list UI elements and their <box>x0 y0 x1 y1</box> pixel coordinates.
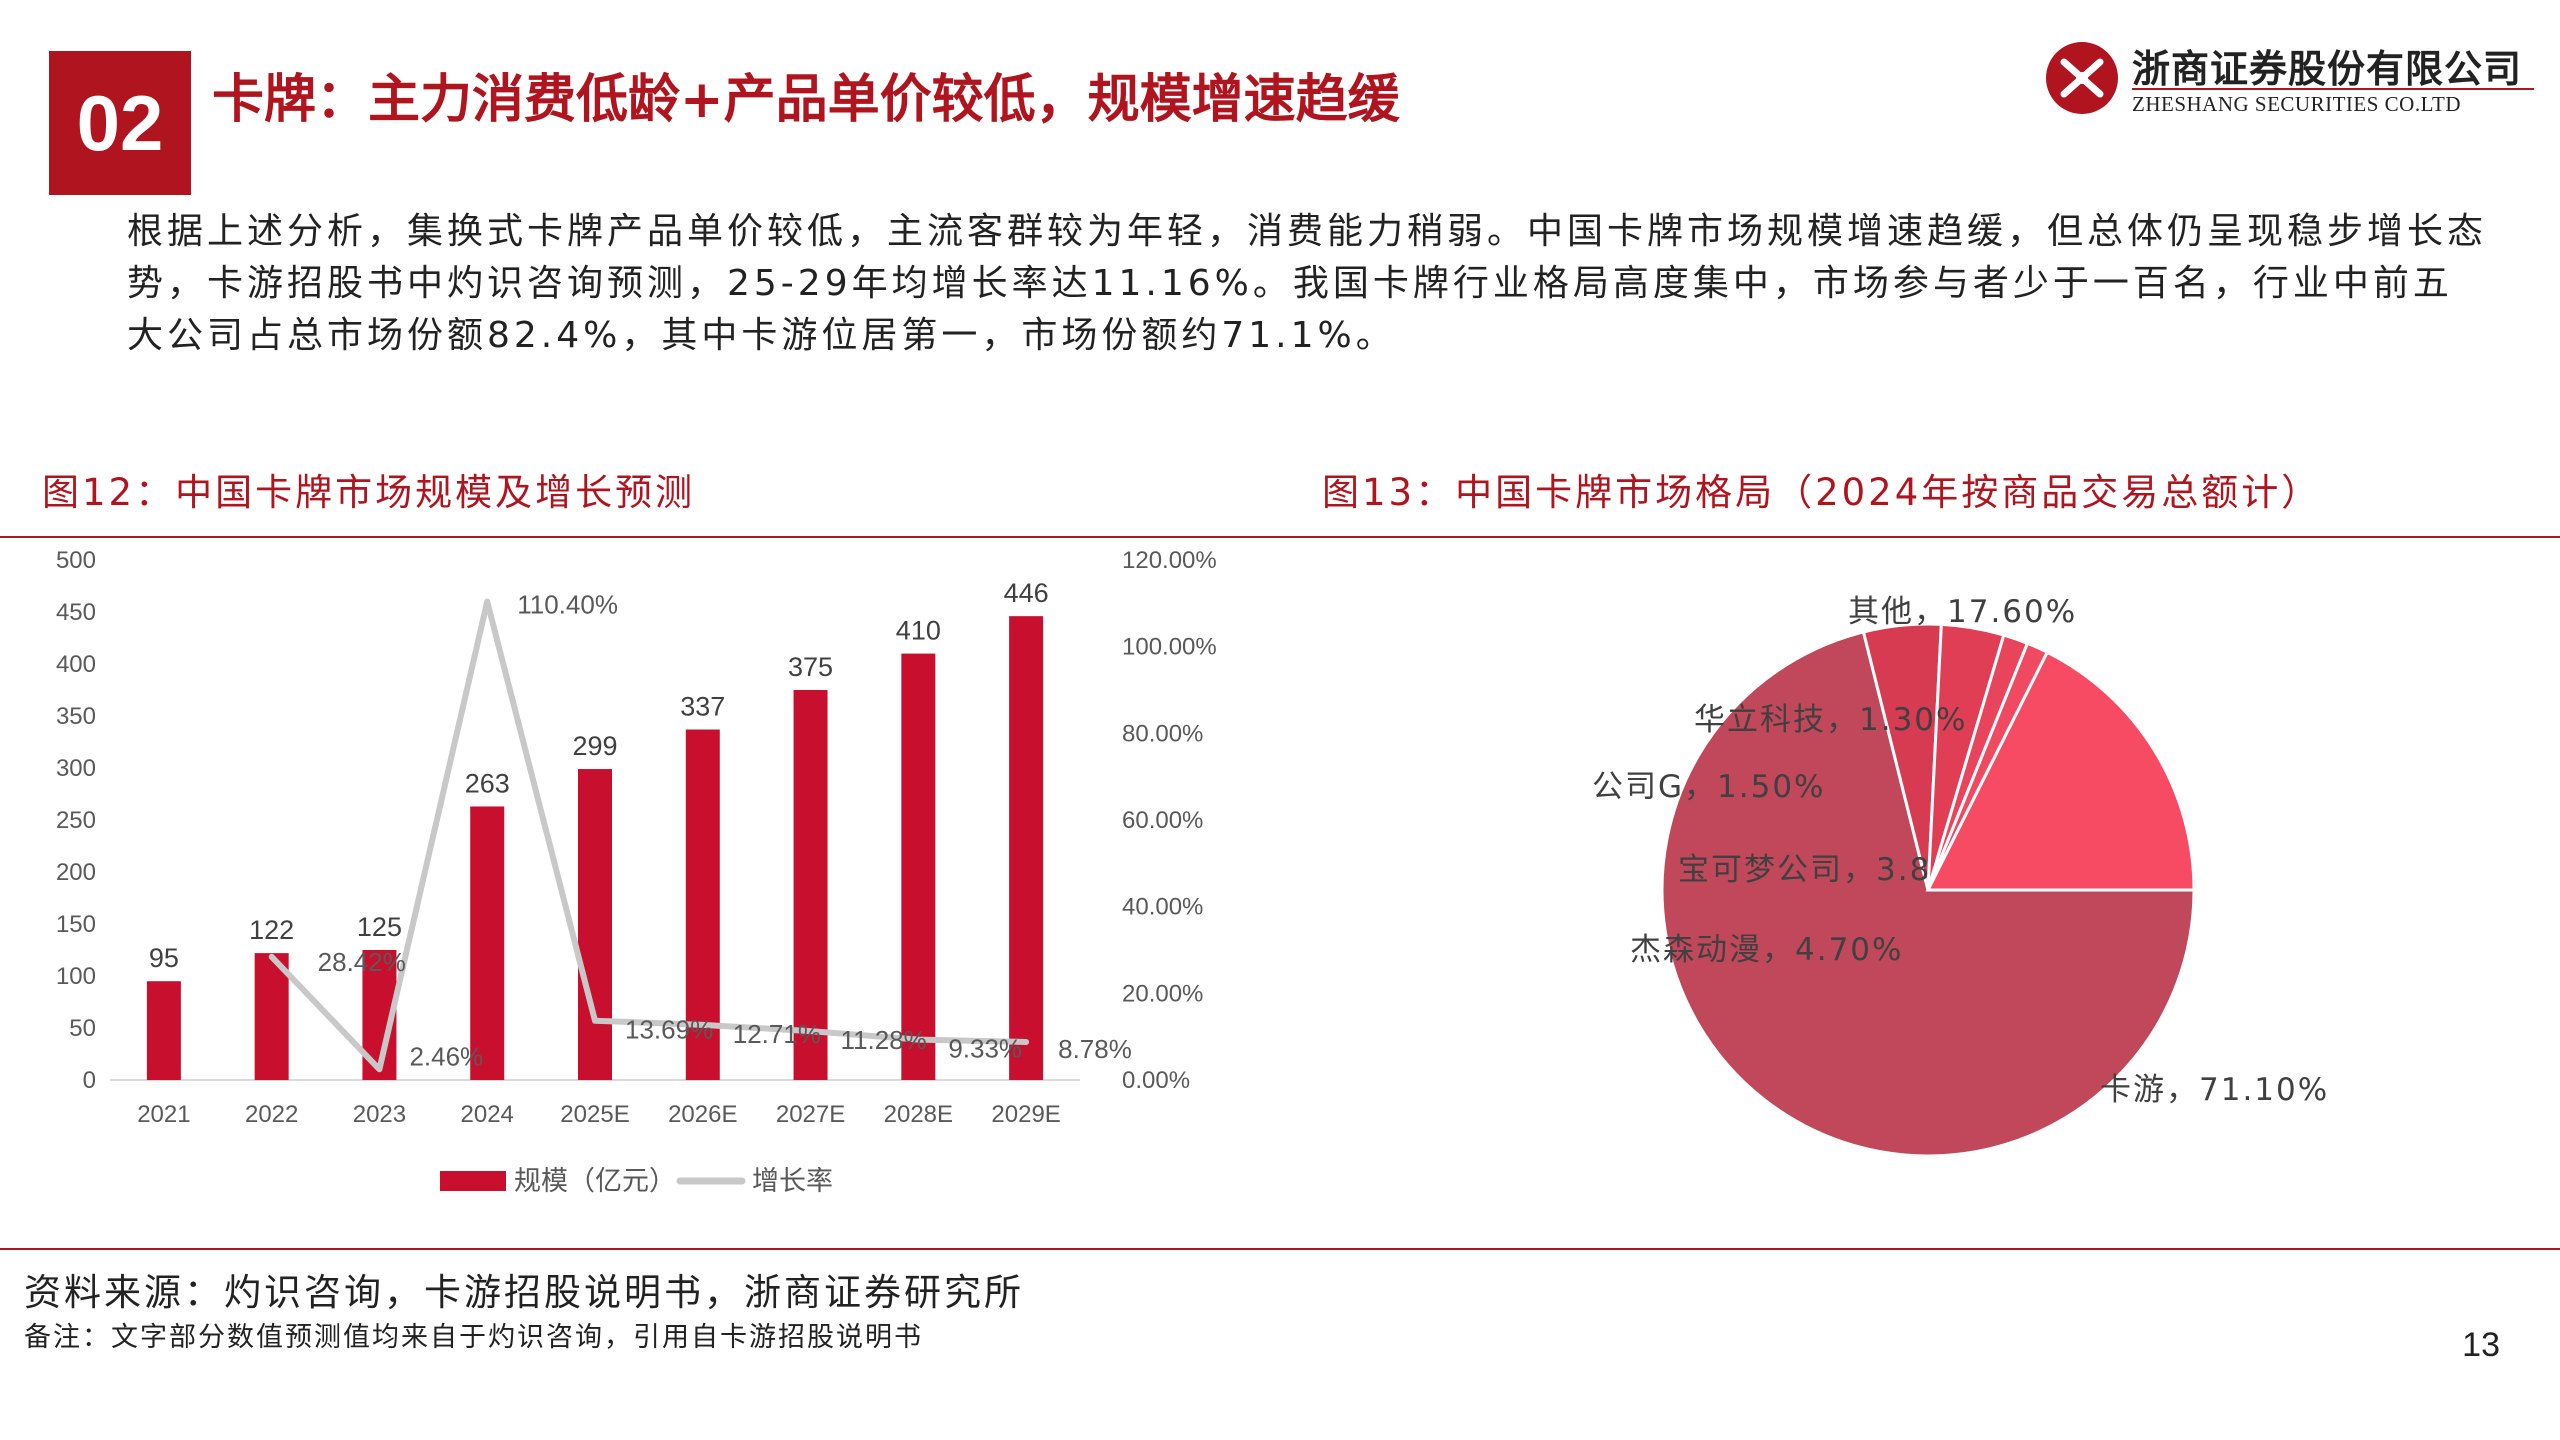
bar-market-size <box>146 981 181 1080</box>
bar-value-label: 299 <box>572 731 617 761</box>
legend-line-label: 增长率 <box>752 1166 833 1197</box>
growth-rate-label: 13.69% <box>625 1015 713 1045</box>
bar-value-label: 410 <box>896 616 941 646</box>
bar-value-label: 263 <box>465 768 510 798</box>
x-tick-label: 2025E <box>560 1101 629 1128</box>
section-number-badge: 02 <box>49 51 191 195</box>
y-right-tick-label: 40.00% <box>1122 894 1203 921</box>
bar-value-label: 125 <box>357 912 402 942</box>
bar-market-size <box>254 953 289 1080</box>
footer-divider <box>0 1248 2560 1250</box>
pie-slice-label: 公司G，1.50% <box>1592 769 1826 805</box>
market-share-pie-chart: 卡游，71.10%杰森动漫，4.70%宝可梦公司，3.80%公司G，1.50%华… <box>1592 594 2329 1158</box>
page-title: 卡牌：主力消费低龄+产品单价较低，规模增速趋缓 <box>212 70 1400 130</box>
growth-rate-label: 28.42% <box>318 947 406 977</box>
x-tick-label: 2021 <box>137 1101 190 1128</box>
y-left-tick-label: 250 <box>56 807 96 834</box>
x-tick-label: 2022 <box>245 1101 298 1128</box>
intro-paragraph: 根据上述分析，集换式卡牌产品单价较低，主流客群较为年轻，消费能力稍弱。中国卡牌市… <box>127 211 2488 356</box>
source-note: 资料来源：灼识咨询，卡游招股说明书，浙商证券研究所 <box>24 1271 1024 1314</box>
page-number: 13 <box>2462 1326 2500 1364</box>
y-left-tick-label: 300 <box>56 755 96 782</box>
logo-underline <box>2132 88 2534 90</box>
bar-market-size <box>470 806 505 1080</box>
legend-bar-label: 规模（亿元） <box>514 1166 676 1197</box>
figure-12-title: 图12：中国卡牌市场规模及增长预测 <box>42 471 696 514</box>
y-left-tick-label: 450 <box>56 599 96 626</box>
x-tick-label: 2024 <box>461 1101 514 1128</box>
y-right-tick-label: 100.00% <box>1122 634 1217 661</box>
bar-market-size <box>793 690 828 1080</box>
bar-market-size <box>901 653 936 1080</box>
bar-value-label: 95 <box>149 943 179 973</box>
legend-bar-swatch <box>440 1171 506 1191</box>
growth-rate-line <box>268 598 1030 1073</box>
y-left-tick-label: 50 <box>69 1015 96 1042</box>
growth-rate-label: 8.78% <box>1058 1034 1132 1064</box>
y-left-tick-label: 350 <box>56 703 96 730</box>
x-tick-label: 2029E <box>991 1101 1060 1128</box>
growth-rate-label: 2.46% <box>409 1041 483 1071</box>
y-left-tick-label: 0 <box>83 1067 96 1094</box>
pie-slice-label: 杰森动漫，4.70% <box>1630 932 1903 968</box>
bar-value-label: 375 <box>788 652 833 682</box>
growth-rate-label: 11.28% <box>841 1025 927 1055</box>
bar-market-size <box>1009 616 1044 1080</box>
pie-slice-label: 华立科技，1.30% <box>1694 702 1967 738</box>
pie-slice-label: 卡游，71.10% <box>2100 1072 2329 1108</box>
x-tick-label: 2028E <box>884 1101 953 1128</box>
pie-slice <box>1925 650 2196 892</box>
bar-value-label: 337 <box>680 692 725 722</box>
y-left-tick-label: 150 <box>56 911 96 938</box>
growth-rate-label: 9.33% <box>948 1034 1022 1064</box>
y-right-tick-label: 0.00% <box>1122 1067 1190 1094</box>
growth-rate-label: 110.40% <box>517 590 618 620</box>
y-left-tick-label: 400 <box>56 651 96 678</box>
x-tick-label: 2027E <box>776 1101 845 1128</box>
zheshang-logo-icon <box>2046 42 2118 114</box>
bar-market-size <box>578 769 612 1080</box>
company-logo: 浙商证券股份有限公司 ZHESHANG SECURITIES CO.LTD <box>2044 38 2534 122</box>
y-right-tick-label: 120.00% <box>1122 547 1217 574</box>
growth-rate-label: 12.71% <box>733 1019 821 1049</box>
y-left-tick-label: 100 <box>56 963 96 990</box>
y-left-tick-label: 500 <box>56 547 96 574</box>
y-right-tick-label: 80.00% <box>1122 720 1203 747</box>
y-left-tick-label: 200 <box>56 859 96 886</box>
y-right-tick-label: 20.00% <box>1122 980 1203 1007</box>
logo-chinese-name: 浙商证券股份有限公司 <box>2132 47 2523 91</box>
bar-value-label: 122 <box>249 915 294 945</box>
x-tick-label: 2026E <box>668 1101 737 1128</box>
y-right-tick-label: 60.00% <box>1122 807 1203 834</box>
x-tick-label: 2023 <box>353 1101 406 1128</box>
remark-note: 备注：文字部分数值预测值均来自于灼识咨询，引用自卡游招股说明书 <box>24 1322 923 1353</box>
figure-title-divider <box>0 536 2560 538</box>
logo-english-name: ZHESHANG SECURITIES CO.LTD <box>2132 92 2461 116</box>
market-size-chart: 0 50 100 150 200 250 300 350 400 450 500 0.00% 20.00… <box>56 547 1217 1197</box>
pie-slice <box>1660 630 2196 1158</box>
figure-13-title: 图13：中国卡牌市场格局（2024年按商品交易总额计） <box>1322 471 2322 514</box>
bar-value-label: 446 <box>1004 578 1049 608</box>
pie-slice-label: 其他，17.60% <box>1848 594 2077 630</box>
